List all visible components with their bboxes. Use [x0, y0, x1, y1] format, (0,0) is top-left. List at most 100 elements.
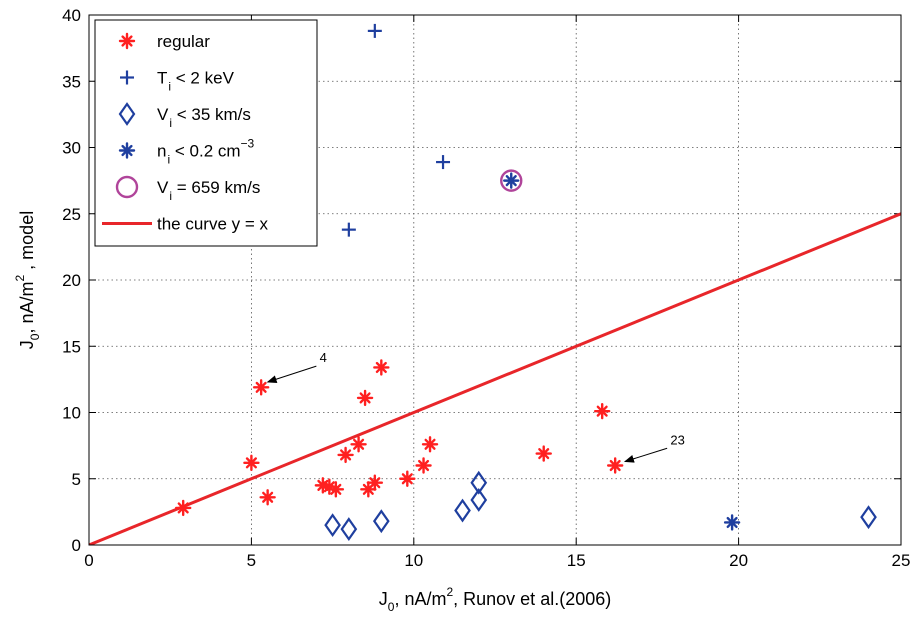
- y-tick-label: 35: [62, 72, 81, 91]
- y-tick-label: 5: [72, 470, 81, 489]
- legend-marker-circle: [115, 175, 139, 199]
- asterisk-point-series-0: [421, 436, 439, 453]
- data-points: [174, 23, 877, 542]
- legend-marker-diamond: [118, 102, 136, 126]
- y-tick-label: 0: [72, 536, 81, 555]
- diamond-shape: [340, 517, 358, 542]
- legend-marker-asterisk: [118, 32, 136, 50]
- y-tick-label: 15: [62, 337, 81, 356]
- legend-label: the curve y = x: [157, 215, 269, 234]
- diamond-point-series-2: [340, 517, 358, 542]
- asterisk-stroke: [353, 438, 365, 450]
- legend-marker-asterisk: [118, 142, 136, 159]
- asterisk-point-series-0: [399, 470, 416, 487]
- legend-marker-plus: [120, 70, 134, 85]
- asterisk-stroke: [359, 392, 371, 404]
- plus-point-series-1: [436, 155, 451, 170]
- asterisk-point-series-0: [327, 481, 345, 498]
- diamond-point-series-2: [470, 470, 488, 495]
- diamond-shape: [470, 470, 488, 495]
- asterisk-stroke: [424, 438, 436, 450]
- asterisk-stroke: [121, 35, 133, 47]
- axis-ticks: 0 5 10 15 20 25 0 5 10 15 20 25 30 35 40: [62, 6, 910, 570]
- asterisk-stroke: [121, 144, 133, 157]
- x-tick-label: 15: [567, 551, 586, 570]
- asterisk-point-series-0: [606, 457, 624, 474]
- asterisk-stroke: [375, 361, 387, 373]
- asterisk-stroke: [323, 481, 335, 493]
- asterisk-stroke: [726, 516, 738, 529]
- diamond-shape: [860, 505, 877, 530]
- legend-label: Ti < 2 keV: [157, 69, 235, 94]
- asterisk-point-series-0: [535, 445, 552, 462]
- asterisk-point-series-0: [366, 474, 384, 491]
- y-tick-label: 25: [62, 205, 81, 224]
- plot-frame: [88, 14, 902, 546]
- x-tick-label: 20: [729, 551, 748, 570]
- asterisk-point-series-0: [259, 489, 276, 506]
- annotation-arrow: [623, 447, 668, 463]
- y-tick-label: 20: [62, 271, 81, 290]
- asterisk-point-series-3: [723, 514, 741, 531]
- asterisk-stroke: [340, 449, 352, 461]
- asterisk-stroke: [505, 175, 517, 187]
- y-tick-label: 30: [62, 139, 81, 158]
- asterisk-point-series-0: [415, 457, 432, 474]
- asterisk-stroke: [418, 459, 430, 472]
- legend-label: Vi = 659 km/s: [157, 178, 260, 203]
- asterisk-point-series-0: [252, 379, 270, 396]
- x-tick-label: 5: [247, 551, 256, 570]
- annotation-arrow: [266, 365, 317, 384]
- annotation-label: 23: [670, 432, 684, 447]
- asterisk-stroke: [330, 483, 342, 495]
- diamond-shape: [470, 488, 488, 512]
- asterisk-point-series-0: [593, 402, 611, 420]
- line-y-equals-x: [89, 212, 901, 545]
- legend-box: [94, 19, 318, 247]
- circle-point-series-4: [500, 169, 523, 192]
- diamond-shape: [454, 498, 471, 523]
- asterisk-point-series-0: [350, 436, 367, 453]
- legend-label: ni < 0.2 cm−3: [157, 137, 255, 167]
- diamond-point-series-2: [454, 498, 471, 523]
- asterisk-point-series-0: [174, 499, 192, 517]
- legend-label: Vi < 35 km/s: [157, 105, 251, 130]
- diamond-point-series-2: [372, 509, 390, 534]
- x-tick-label: 25: [892, 551, 911, 570]
- asterisk-stroke: [262, 491, 274, 503]
- diamond-point-series-2: [860, 505, 877, 530]
- asterisk-point-series-0: [356, 389, 374, 407]
- x-axis-label: J0, nA/m2, Runov et al.(2006): [379, 585, 611, 614]
- legend: regular Ti < 2 keV Vi < 35 km/s ni < 0.2 cm…: [94, 19, 318, 247]
- asterisk-stroke: [596, 405, 608, 417]
- fit-line-layer: [89, 212, 901, 545]
- asterisk-stroke: [255, 381, 267, 393]
- annotation-label: 4: [320, 350, 327, 365]
- asterisk-stroke: [369, 477, 381, 489]
- legend-label: regular: [157, 32, 210, 51]
- annotations: 4 23: [266, 350, 685, 463]
- diamond-point-series-2: [324, 513, 341, 538]
- y-tick-label: 10: [62, 404, 81, 423]
- x-tick-label: 0: [84, 551, 93, 570]
- y-axis-label: J0, nA/m2 , model: [13, 211, 42, 349]
- circle-shape: [500, 169, 523, 192]
- diamond-point-series-2: [470, 488, 488, 512]
- plus-point-series-1: [341, 222, 356, 237]
- asterisk-stroke: [401, 473, 413, 485]
- diamond-shape: [372, 509, 390, 534]
- diamond-shape: [118, 102, 136, 126]
- y-tick-label: 40: [62, 6, 81, 25]
- asterisk-point-series-0: [373, 359, 390, 376]
- asterisk-point-series-0: [243, 454, 260, 472]
- x-tick-label: 10: [404, 551, 423, 570]
- diamond-shape: [324, 513, 341, 538]
- asterisk-point-series-0: [337, 446, 354, 464]
- asterisk-point-series-3: [503, 172, 520, 189]
- circle-shape: [115, 175, 139, 199]
- asterisk-stroke: [177, 502, 189, 514]
- plus-point-series-1: [367, 23, 382, 38]
- asterisk-stroke: [609, 459, 621, 472]
- asterisk-stroke: [538, 448, 550, 460]
